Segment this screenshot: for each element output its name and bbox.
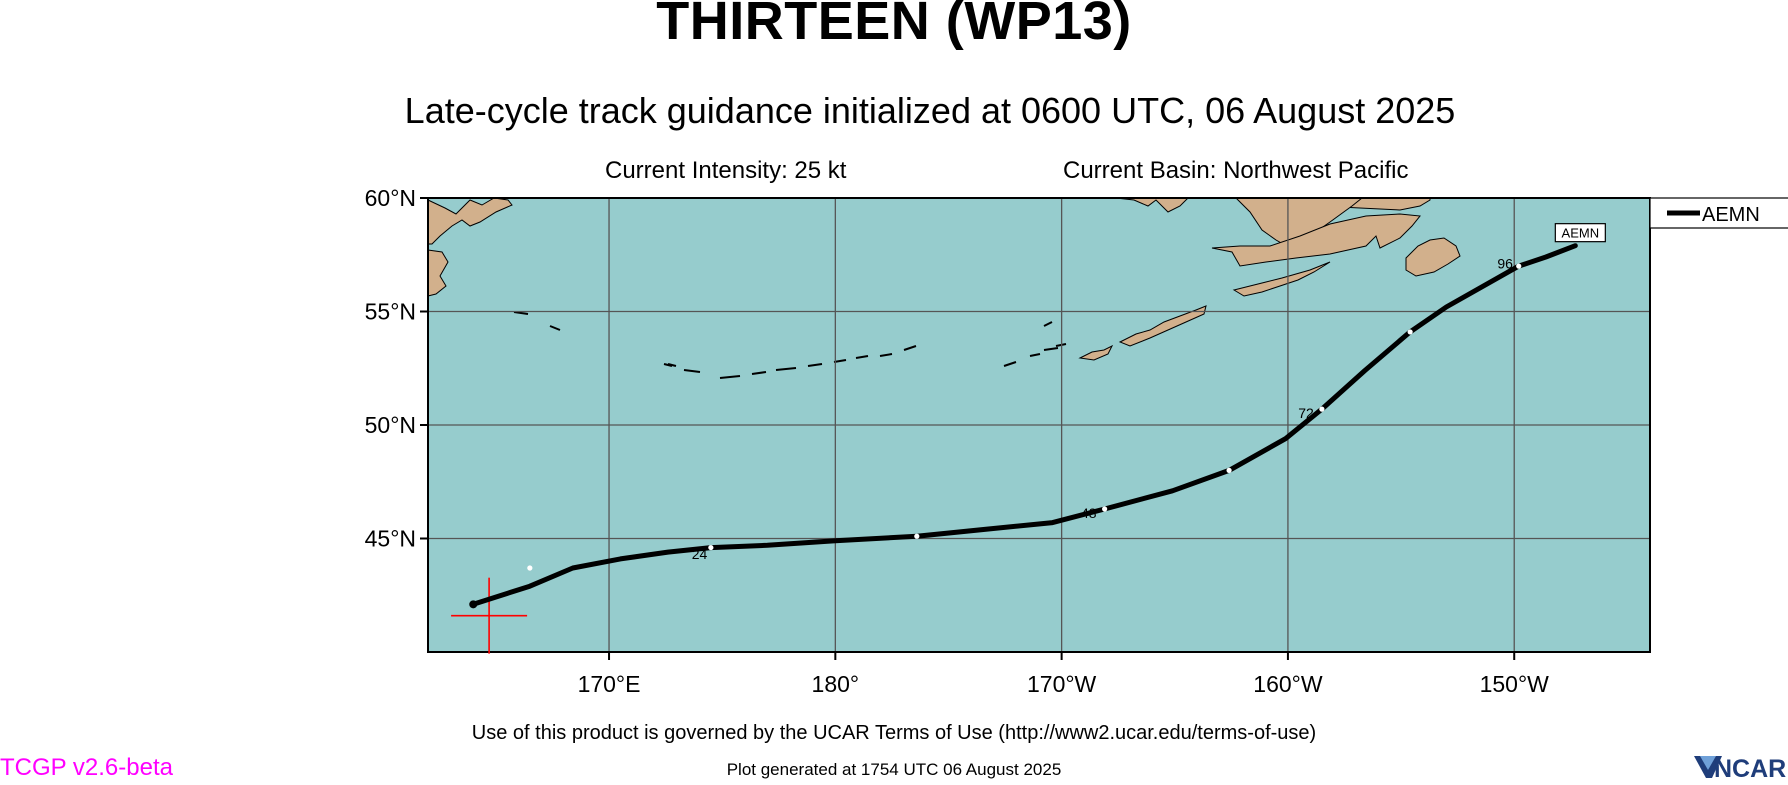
landmass-alaska-coast <box>1232 261 1331 297</box>
track-hour-label: 72 <box>1298 405 1314 421</box>
aemn-track-line <box>470 243 1578 607</box>
track-marker <box>527 565 533 571</box>
land-masses <box>427 197 1461 379</box>
y-tick-label: 55°N <box>365 299 416 325</box>
landmass-aleutian-east <box>1118 305 1207 347</box>
ncar-logo: NCAR <box>1692 752 1788 783</box>
chart-subtitle: Late-cycle track guidance initialized at… <box>404 90 1456 131</box>
y-tick-labels: 45°N 50°N 55°N 60°N <box>365 185 428 552</box>
track-marker <box>1516 263 1522 269</box>
landmass-kamchatka <box>427 197 513 245</box>
track-hour-label: 24 <box>692 546 708 562</box>
ncar-logo-swoosh-light <box>1700 756 1716 770</box>
x-tick-label: 150°W <box>1480 671 1550 697</box>
track-start-point <box>469 600 478 609</box>
x-tick-labels: 170°E 180° 170°W 160°W 150°W <box>578 652 1550 697</box>
legend: AEMN <box>1649 197 1788 229</box>
current-basin: Current Basin: Northwest Pacific <box>1063 157 1409 184</box>
landmass-kodiak <box>1405 237 1461 277</box>
legend-label-aemn: AEMN <box>1702 204 1760 226</box>
ncar-logo-text: NCAR <box>1714 755 1786 780</box>
track-markers <box>469 263 1522 609</box>
track-hour-label: 48 <box>1081 505 1097 521</box>
x-tick-label: 170°W <box>1027 671 1097 697</box>
landmass-kamchatka-south <box>427 249 449 297</box>
track-end-label: AEMN <box>1554 223 1606 243</box>
current-intensity: Current Intensity: 25 kt <box>605 157 847 184</box>
x-tick-label: 180° <box>812 671 860 697</box>
current-position-crosshair <box>451 577 528 654</box>
y-tick-label: 60°N <box>365 185 416 211</box>
end-label-box <box>1554 223 1606 243</box>
x-tick-label: 170°E <box>578 671 641 697</box>
plot-generated-timestamp: Plot generated at 1754 UTC 06 August 202… <box>726 760 1062 779</box>
track-marker <box>1319 406 1325 412</box>
terms-of-use-notice: Use of this product is governed by the U… <box>471 722 1317 744</box>
track-hour-label: 96 <box>1497 255 1513 271</box>
track-marker <box>914 533 920 539</box>
chart-title: THIRTEEN (WP13) <box>656 0 1132 51</box>
track-marker <box>708 544 714 551</box>
landmass-aleutian-mid <box>1078 344 1114 361</box>
version-label: TCGP v2.6-beta <box>0 754 173 781</box>
x-tick-label: 160°W <box>1253 671 1323 697</box>
grid-lines <box>428 198 1650 652</box>
track-point-labels: 24 48 72 96 <box>692 255 1513 562</box>
end-label-text: AEMN <box>1562 226 1600 241</box>
track-marker <box>1407 329 1413 335</box>
landmass-alaska-range <box>1211 213 1421 267</box>
y-tick-label: 50°N <box>365 412 416 438</box>
track-marker <box>1226 467 1232 473</box>
y-tick-label: 45°N <box>365 526 416 552</box>
track-marker <box>1102 506 1108 512</box>
